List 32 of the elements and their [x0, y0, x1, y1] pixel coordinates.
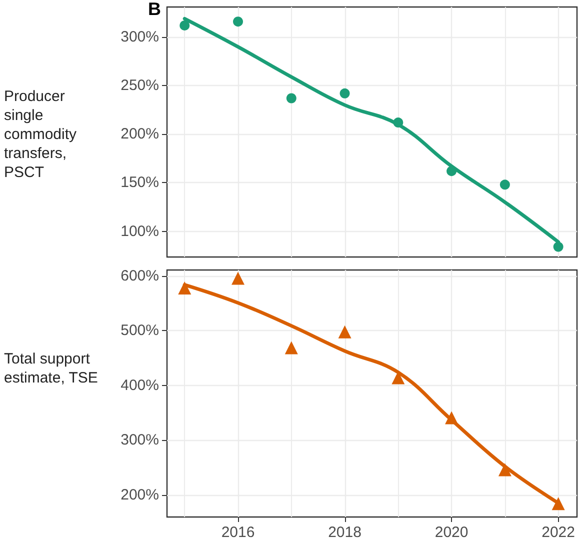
- text: B: [148, 0, 161, 19]
- y-tick-label: 400%: [120, 376, 159, 394]
- y-tick-label: 200%: [120, 126, 159, 143]
- x-tick-label: 2022: [542, 524, 576, 540]
- y-tick-label: 150%: [120, 174, 159, 192]
- x-tick-label: 2020: [434, 524, 468, 540]
- point: [393, 118, 404, 128]
- point: [553, 242, 564, 252]
- y-tick-label: 250%: [120, 77, 159, 94]
- point: [500, 180, 510, 190]
- point: [232, 272, 245, 285]
- point: [340, 88, 350, 98]
- point: [286, 93, 296, 104]
- y-tick-label: 300%: [120, 432, 159, 449]
- y-tick-label: 200%: [120, 486, 159, 504]
- point: [284, 341, 298, 354]
- point: [338, 325, 352, 338]
- point: [552, 497, 565, 510]
- point: [233, 16, 244, 27]
- point: [446, 166, 457, 176]
- y-tick-label: 500%: [120, 322, 159, 340]
- point: [178, 282, 192, 295]
- y-tick-label: 300%: [120, 28, 159, 46]
- point: [445, 411, 458, 424]
- point: [498, 463, 512, 476]
- y-axis-title: Producer single commodity transfers, PSCT: [4, 88, 81, 181]
- x-tick-label: 2016: [221, 524, 255, 540]
- y-tick-label: 100%: [120, 222, 159, 240]
- x-tick-label: 2018: [328, 524, 362, 540]
- y-axis-title: Total support estimate, TSE: [4, 350, 98, 386]
- point: [180, 20, 190, 30]
- y-tick-label: 600%: [120, 268, 159, 285]
